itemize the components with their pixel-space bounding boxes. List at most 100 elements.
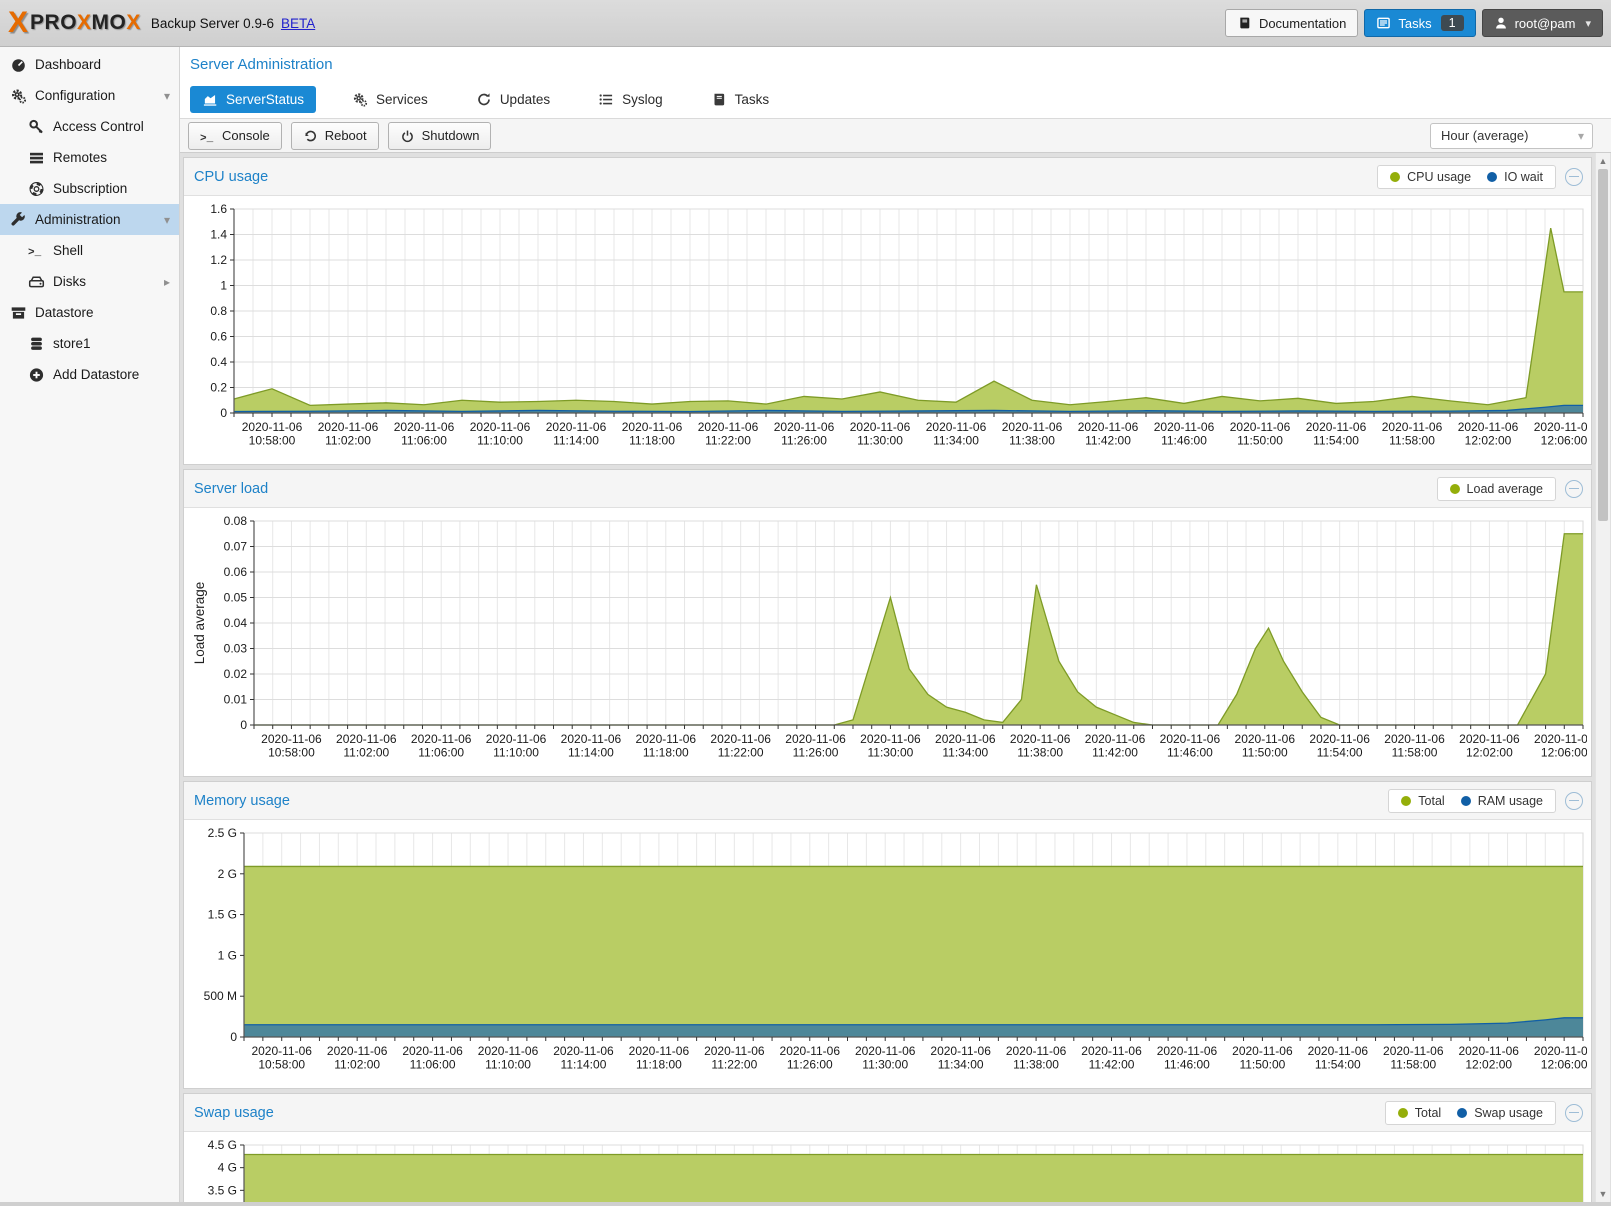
chart-area-icon xyxy=(202,92,218,107)
chevron-down-icon[interactable]: ▾ xyxy=(163,88,170,103)
top-bar: X PROXMOX Backup Server 0.9-6 BETA Docum… xyxy=(0,0,1611,47)
legend-item-total[interactable]: Total xyxy=(1397,1106,1441,1120)
svg-text:0: 0 xyxy=(240,718,247,732)
tab-updates[interactable]: Updates xyxy=(464,86,562,113)
svg-text:0.4: 0.4 xyxy=(210,355,227,369)
reboot-button[interactable]: Reboot xyxy=(290,121,379,150)
svg-text:2.5 G: 2.5 G xyxy=(208,826,237,840)
sidebar-item-add-datastore[interactable]: Add Datastore xyxy=(0,359,179,390)
sidebar-item-datastore[interactable]: Datastore xyxy=(0,297,179,328)
console-button[interactable]: >_ Console xyxy=(188,121,282,150)
sidebar-item-configuration[interactable]: Configuration ▾ xyxy=(0,80,179,111)
sidebar-item-label: Access Control xyxy=(53,119,144,134)
chevron-right-icon[interactable]: ▸ xyxy=(163,274,170,289)
documentation-button[interactable]: Documentation xyxy=(1224,9,1359,37)
legend-label: IO wait xyxy=(1504,169,1543,184)
sidebar-item-label: Datastore xyxy=(35,305,94,320)
collapse-panel-icon[interactable] xyxy=(1565,167,1583,186)
sidebar-item-label: Subscription xyxy=(53,181,128,196)
button-label: Reboot xyxy=(324,128,367,143)
panel-body: 0 0.01 0.02 0.03 0.04 0.05 0.06 0.07 0.08 2020-11… xyxy=(184,508,1591,776)
sidebar-item-label: Add Datastore xyxy=(53,367,140,382)
panel-title: Swap usage xyxy=(194,1104,274,1121)
beta-link[interactable]: BETA xyxy=(280,15,316,31)
user-icon xyxy=(1494,16,1508,30)
scroll-down-arrow-icon[interactable]: ▼ xyxy=(1598,1189,1608,1199)
collapse-panel-icon[interactable] xyxy=(1565,791,1583,810)
sidebar-item-shell[interactable]: >_ Shell xyxy=(0,235,179,266)
legend-item-ram-usage[interactable]: RAM usage xyxy=(1460,794,1543,808)
sidebar-item-store1[interactable]: store1 xyxy=(0,328,179,359)
panel-header: Memory usage Total RAM usage xyxy=(184,782,1591,820)
sidebar-item-subscription[interactable]: Subscription xyxy=(0,173,179,204)
legend-item-load-average[interactable]: Load average xyxy=(1449,482,1543,496)
datastore-icon xyxy=(10,305,27,321)
terminal-icon: >_ xyxy=(28,246,42,259)
legend-item-cpu-usage[interactable]: CPU usage xyxy=(1390,170,1471,184)
shutdown-button[interactable]: Shutdown xyxy=(387,121,492,150)
legend-item-total[interactable]: Total xyxy=(1401,794,1445,808)
chevron-down-icon[interactable]: ▾ xyxy=(163,212,170,227)
database-icon xyxy=(28,336,45,352)
svg-text:0.6: 0.6 xyxy=(210,330,227,344)
task-list-icon xyxy=(1376,16,1391,30)
plus-circle-icon xyxy=(28,367,45,383)
chevron-down-icon: ▾ xyxy=(1585,17,1591,30)
sidebar-item-remotes[interactable]: Remotes xyxy=(0,142,179,173)
wrench-icon xyxy=(10,211,27,228)
legend-dot-icon xyxy=(1397,1107,1408,1118)
svg-text:0.03: 0.03 xyxy=(224,642,248,656)
svg-text:0: 0 xyxy=(230,1030,237,1044)
tab-label: Syslog xyxy=(622,92,663,107)
sidebar-item-access-control[interactable]: Access Control xyxy=(0,111,179,142)
sidebar-item-administration[interactable]: Administration ▾ xyxy=(0,204,179,235)
legend-item-swap-usage[interactable]: Swap usage xyxy=(1457,1106,1543,1120)
scrollbar-thumb[interactable] xyxy=(1598,169,1608,521)
gears-icon xyxy=(352,92,368,107)
tab-bar: ServerStatus Services Updates Syslog Tasks xyxy=(180,81,1611,118)
cpu-usage-panel: CPU usage CPU usage IO wait 0 0.2 0.4 0.6 0.8… xyxy=(183,157,1592,465)
user-menu-button[interactable]: root@pam ▾ xyxy=(1481,9,1603,37)
tab-tasks[interactable]: Tasks xyxy=(699,86,782,113)
book-icon xyxy=(1237,16,1252,30)
collapse-panel-icon[interactable] xyxy=(1565,479,1583,498)
tab-services[interactable]: Services xyxy=(340,86,440,113)
svg-text:1.4: 1.4 xyxy=(210,228,227,242)
tasks-button[interactable]: Tasks 1 xyxy=(1364,9,1476,37)
tasks-count-badge: 1 xyxy=(1440,15,1464,31)
time-range-select[interactable]: Hour (average) ▾ xyxy=(1430,122,1593,149)
collapse-panel-icon[interactable] xyxy=(1565,1103,1583,1122)
sidebar-item-label: Dashboard xyxy=(35,57,102,72)
vertical-scrollbar[interactable]: ▲ ▼ xyxy=(1595,153,1610,1202)
panel-header: Server load Load average xyxy=(184,470,1591,508)
scroll-up-arrow-icon[interactable]: ▲ xyxy=(1598,156,1608,166)
tab-syslog[interactable]: Syslog xyxy=(586,86,675,113)
legend-item-io-wait[interactable]: IO wait xyxy=(1487,170,1543,184)
undo-icon xyxy=(303,129,318,143)
chart-legend: Total Swap usage xyxy=(1384,1100,1556,1125)
tab-serverstatus[interactable]: ServerStatus xyxy=(190,86,317,113)
sidebar-item-disks[interactable]: Disks ▸ xyxy=(0,266,179,297)
sidebar-item-label: store1 xyxy=(53,336,91,351)
legend-dot-icon xyxy=(1487,171,1498,182)
sidebar-item-dashboard[interactable]: Dashboard xyxy=(0,49,179,80)
tab-label: Updates xyxy=(499,92,551,107)
